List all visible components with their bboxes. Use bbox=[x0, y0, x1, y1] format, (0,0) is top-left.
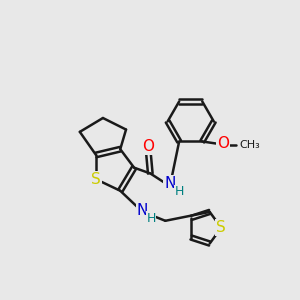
Text: N: N bbox=[164, 176, 176, 191]
Text: H: H bbox=[175, 185, 184, 198]
Text: O: O bbox=[142, 140, 154, 154]
Text: H: H bbox=[146, 212, 156, 224]
Text: S: S bbox=[91, 172, 101, 187]
Text: S: S bbox=[216, 220, 226, 235]
Text: N: N bbox=[136, 203, 148, 218]
Text: CH₃: CH₃ bbox=[239, 140, 260, 150]
Text: O: O bbox=[217, 136, 229, 151]
